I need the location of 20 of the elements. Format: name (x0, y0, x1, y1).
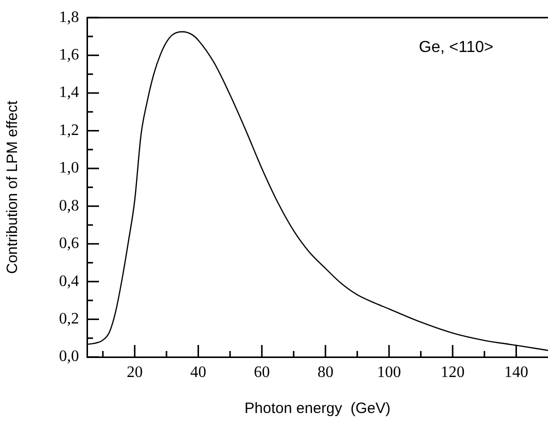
y-tick-label: 0,4 (59, 272, 79, 290)
x-tick-label: 120 (440, 364, 465, 381)
y-tick-label: 1,4 (59, 84, 79, 102)
y-tick-label: 1,8 (59, 8, 79, 26)
x-axis-title: Photon energy (GeV) (244, 400, 390, 418)
x-tick-label: 140 (504, 364, 528, 381)
x-tick-label: 100 (377, 364, 402, 381)
y-axis-title: Contribution of LPM effect (4, 100, 22, 274)
y-tick-label: 1,6 (59, 46, 79, 64)
y-tick-label: 0,8 (59, 197, 79, 214)
y-tick-label: 1,0 (59, 160, 79, 177)
x-tick-label: 20 (126, 364, 143, 381)
y-tick-label: 0,6 (59, 235, 79, 252)
annotation: Ge, <110> (418, 39, 494, 56)
x-tick-label: 80 (317, 364, 334, 381)
x-tick-label: 40 (190, 364, 206, 381)
y-tick-label: 0,2 (59, 310, 79, 328)
y-tick-label: 1,2 (59, 122, 79, 139)
x-tick-label: 60 (254, 364, 270, 381)
y-tick-label: 0,0 (59, 348, 79, 366)
